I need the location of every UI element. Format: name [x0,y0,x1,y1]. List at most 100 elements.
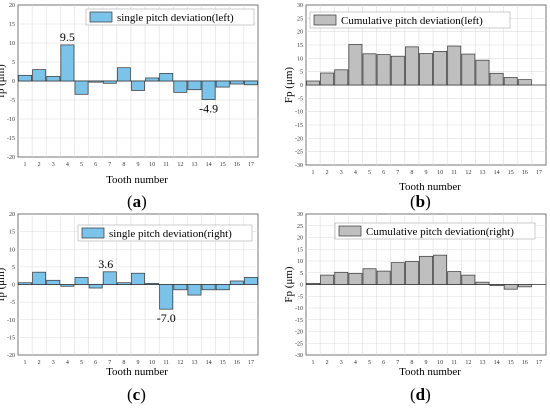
x-tick-label: 16 [234,162,240,168]
bar-tooth-14 [489,284,504,287]
data-label: 3.6 [98,257,113,271]
bar-tooth-12 [173,284,188,291]
legend-box [77,224,253,242]
y-tick-label: 0 [12,283,15,289]
x-tick-label: 11 [163,162,169,168]
x-tick-label: 2 [38,360,41,366]
x-tick-label: 6 [94,360,97,366]
bar-tooth-15 [503,77,518,86]
legend-swatch [338,225,362,237]
x-tick-label: 7 [108,360,111,366]
y-tick-label: 5 [12,265,15,271]
x-tick-label: 5 [368,360,371,366]
bar-tooth-15 [503,284,518,290]
bar-tooth-12 [461,274,476,285]
y-tick-label: 30 [297,3,303,9]
bar-tooth-4 [348,273,363,285]
y-tick-label: -5 [298,294,303,300]
bar-tooth-2 [320,274,335,285]
x-tick-label: 2 [326,170,329,176]
bar-tooth-3 [46,279,61,285]
bar-tooth-8 [116,282,131,285]
legend-label: Cumulative pitch deviation(left) [341,15,483,27]
bar-tooth-13 [475,281,490,285]
y-tick-label: 0 [300,83,303,89]
bar-tooth-2 [32,271,47,285]
x-tick-label: 3 [52,162,55,168]
x-tick-label: 9 [137,162,140,168]
y-tick-label: -10 [7,117,15,123]
bar-tooth-8 [116,67,131,82]
x-axis-label: Tooth number [106,366,168,378]
x-axis-label: Tooth number [399,366,461,378]
legend: single pitch deviation(left) [85,8,255,26]
y-tick-label: 10 [9,247,15,253]
x-tick-label: 10 [437,360,443,366]
bar-tooth-8 [404,261,419,285]
bar-tooth-2 [32,69,47,82]
x-tick-label: 17 [536,360,542,366]
bar-tooth-15 [215,284,230,291]
y-tick-label: 15 [9,230,15,236]
bar-tooth-13 [187,284,202,296]
y-tick-label: -30 [295,163,303,169]
y-tick-label: -20 [7,155,15,161]
bar-tooth-11 [159,284,174,310]
x-tick-label: 1 [24,360,27,366]
bar-tooth-10 [145,283,160,285]
x-tick-label: 6 [382,170,385,176]
x-tick-label: 3 [52,360,55,366]
y-tick-label: 5 [300,70,303,76]
x-tick-label: 11 [451,360,457,366]
panel-caption: (b) [410,192,431,211]
x-tick-label: 14 [494,170,500,176]
x-tick-label: 14 [206,162,212,168]
x-tick-label: 11 [451,170,457,176]
y-tick-label: -20 [295,330,303,336]
y-tick-label: -10 [295,110,303,116]
x-tick-label: 9 [425,360,428,366]
legend-swatch [313,14,337,26]
bar-tooth-11 [447,45,462,86]
bar-tooth-2 [320,72,335,86]
x-axis-label: Tooth number [106,174,168,186]
bar-tooth-9 [131,272,145,285]
y-tick-label: 10 [297,56,303,62]
bar-tooth-6 [88,80,103,83]
x-tick-label: 13 [191,162,197,168]
x-tick-label: 17 [248,360,254,366]
y-tick-label: -15 [7,136,15,142]
bar-tooth-1 [306,282,320,285]
x-tick-label: 5 [80,162,83,168]
x-tick-label: 5 [80,360,83,366]
y-tick-label: -10 [7,318,15,324]
x-tick-label: 7 [396,170,399,176]
y-tick-label: 20 [9,3,15,9]
bar-tooth-1 [306,80,320,86]
x-tick-label: 4 [66,360,69,366]
bar-tooth-14 [201,284,216,291]
y-tick-label: -15 [295,123,303,129]
bar-tooth-5 [74,80,89,95]
y-tick-label: 20 [297,236,303,242]
y-axis-label: Fp (μm) [283,266,295,302]
bar-tooth-17 [244,277,258,285]
x-tick-label: 3 [340,360,343,366]
x-tick-label: 6 [94,162,97,168]
legend-label: Cumulative pitch deviation(right) [366,226,514,238]
data-label: -7.0 [157,311,176,325]
x-tick-label: 9 [137,360,140,366]
bar-tooth-14 [489,72,504,86]
bar-tooth-6 [88,284,103,289]
x-tick-label: 1 [312,170,315,176]
x-tick-label: 7 [108,162,111,168]
x-tick-label: 4 [354,360,357,366]
x-tick-label: 6 [382,360,385,366]
bar-tooth-11 [159,73,174,82]
bar-tooth-10 [433,254,448,285]
x-tick-label: 16 [522,170,528,176]
bar-tooth-10 [433,51,448,86]
legend: Cumulative pitch deviation(left) [309,11,511,29]
